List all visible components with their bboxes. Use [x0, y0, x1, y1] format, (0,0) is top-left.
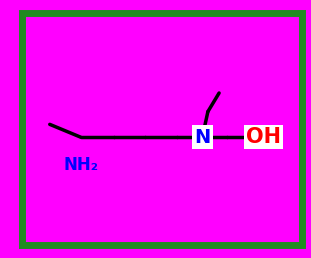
Text: N: N [194, 128, 211, 147]
Text: OH: OH [246, 127, 281, 147]
Text: NH₂: NH₂ [63, 156, 98, 174]
